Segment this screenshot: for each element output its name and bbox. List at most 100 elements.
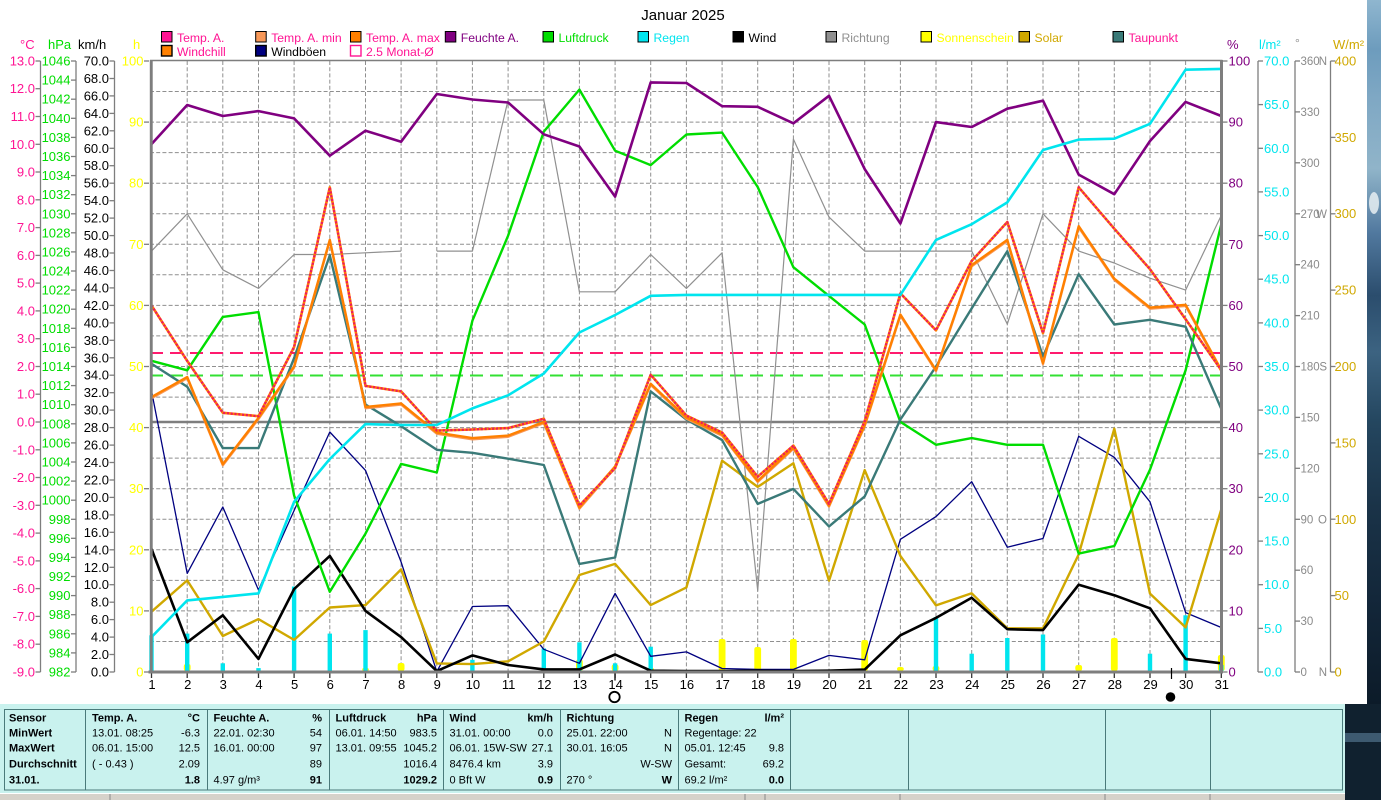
svg-text:200: 200 bbox=[1335, 359, 1357, 374]
svg-text:5.0: 5.0 bbox=[17, 276, 35, 291]
svg-text:990: 990 bbox=[49, 588, 71, 603]
svg-text:W: W bbox=[1316, 209, 1327, 221]
svg-text:22: 22 bbox=[894, 677, 908, 692]
svg-text:100: 100 bbox=[122, 54, 144, 69]
svg-text:5.0: 5.0 bbox=[1264, 621, 1282, 636]
svg-text:25.01. 22:00: 25.01. 22:00 bbox=[567, 728, 628, 740]
svg-text:1: 1 bbox=[148, 677, 155, 692]
svg-text:91: 91 bbox=[310, 775, 322, 787]
svg-text:l/m²: l/m² bbox=[1259, 37, 1281, 52]
svg-text:Taupunkt: Taupunkt bbox=[1129, 31, 1179, 45]
svg-text:W: W bbox=[662, 775, 673, 787]
svg-text:1020: 1020 bbox=[42, 302, 71, 317]
svg-text:29: 29 bbox=[1143, 677, 1157, 692]
svg-text:55.0: 55.0 bbox=[1264, 184, 1289, 199]
svg-text:Richtung: Richtung bbox=[567, 713, 615, 725]
svg-text:60: 60 bbox=[1229, 298, 1243, 313]
svg-text:-1.0: -1.0 bbox=[13, 442, 35, 457]
svg-text:30: 30 bbox=[1229, 481, 1243, 496]
svg-text:12.0: 12.0 bbox=[10, 81, 35, 96]
svg-text:52.0: 52.0 bbox=[84, 211, 109, 226]
svg-text:986: 986 bbox=[49, 626, 71, 641]
svg-text:64.0: 64.0 bbox=[84, 106, 109, 121]
svg-text:22.01. 02:30: 22.01. 02:30 bbox=[214, 728, 275, 740]
svg-text:16.01. 00:00: 16.01. 00:00 bbox=[214, 743, 275, 755]
svg-text:1026: 1026 bbox=[42, 244, 71, 259]
svg-text:4.97 g/m³: 4.97 g/m³ bbox=[214, 775, 261, 787]
svg-text:270: 270 bbox=[1301, 209, 1320, 221]
svg-text:%: % bbox=[1227, 37, 1239, 52]
svg-text:400: 400 bbox=[1335, 54, 1357, 69]
svg-text:50: 50 bbox=[129, 359, 143, 374]
svg-text:1034: 1034 bbox=[42, 168, 71, 183]
svg-text:Sonnenschein: Sonnenschein bbox=[937, 31, 1014, 45]
svg-text:350: 350 bbox=[1335, 130, 1357, 145]
svg-text:13: 13 bbox=[573, 677, 587, 692]
svg-text:30.0: 30.0 bbox=[84, 403, 109, 418]
svg-text:Windchill: Windchill bbox=[177, 45, 226, 59]
svg-text:Temp. A.: Temp. A. bbox=[177, 31, 224, 45]
svg-text:100: 100 bbox=[1229, 54, 1251, 69]
svg-text:44.0: 44.0 bbox=[84, 280, 109, 295]
svg-text:4.0: 4.0 bbox=[17, 303, 35, 318]
svg-text:06.01. 15W-SW: 06.01. 15W-SW bbox=[450, 743, 528, 755]
svg-text:7.0: 7.0 bbox=[17, 220, 35, 235]
svg-text:48.0: 48.0 bbox=[84, 246, 109, 261]
svg-text:3: 3 bbox=[220, 677, 227, 692]
svg-text:20: 20 bbox=[129, 542, 143, 557]
svg-text:54: 54 bbox=[310, 728, 322, 740]
svg-text:Feuchte A.: Feuchte A. bbox=[214, 713, 270, 725]
svg-text:54.0: 54.0 bbox=[84, 193, 109, 208]
svg-text:4: 4 bbox=[255, 677, 262, 692]
svg-text:8: 8 bbox=[398, 677, 405, 692]
svg-text:12.0: 12.0 bbox=[84, 560, 109, 575]
svg-text:3.0: 3.0 bbox=[17, 331, 35, 346]
svg-text:8.0: 8.0 bbox=[17, 192, 35, 207]
svg-text:983.5: 983.5 bbox=[409, 728, 437, 740]
svg-text:9.0: 9.0 bbox=[17, 165, 35, 180]
svg-text:N: N bbox=[664, 743, 672, 755]
svg-text:°: ° bbox=[1295, 36, 1300, 50]
svg-text:km/h: km/h bbox=[527, 713, 553, 725]
svg-text:12: 12 bbox=[537, 677, 551, 692]
svg-text:19: 19 bbox=[787, 677, 801, 692]
svg-text:-6.0: -6.0 bbox=[13, 581, 35, 596]
svg-text:250: 250 bbox=[1335, 283, 1357, 298]
svg-text:46.0: 46.0 bbox=[84, 263, 109, 278]
svg-text:1000: 1000 bbox=[42, 493, 71, 508]
svg-text:30.0: 30.0 bbox=[1264, 403, 1289, 418]
svg-text:1.0: 1.0 bbox=[17, 387, 35, 402]
svg-text:Luftdruck: Luftdruck bbox=[336, 713, 388, 725]
svg-text:W-SW: W-SW bbox=[640, 759, 672, 771]
svg-text:23: 23 bbox=[929, 677, 943, 692]
svg-text:58.0: 58.0 bbox=[84, 158, 109, 173]
svg-text:Sensor: Sensor bbox=[9, 713, 47, 725]
svg-text:36.0: 36.0 bbox=[84, 350, 109, 365]
svg-text:Richtung: Richtung bbox=[842, 31, 890, 45]
svg-text:65.0: 65.0 bbox=[1264, 97, 1289, 112]
svg-text:24: 24 bbox=[965, 677, 979, 692]
svg-text:70.0: 70.0 bbox=[84, 54, 109, 69]
svg-text:O: O bbox=[1318, 514, 1327, 526]
svg-text:26.0: 26.0 bbox=[84, 438, 109, 453]
svg-text:2.5 Monat-Ø: 2.5 Monat-Ø bbox=[366, 45, 434, 59]
svg-text:27: 27 bbox=[1072, 677, 1086, 692]
svg-text:90: 90 bbox=[129, 115, 143, 130]
svg-text:N: N bbox=[664, 728, 672, 740]
svg-text:18.0: 18.0 bbox=[84, 507, 109, 522]
svg-text:Regentage: 22: Regentage: 22 bbox=[685, 728, 757, 740]
svg-text:100: 100 bbox=[1335, 512, 1357, 527]
svg-text:80: 80 bbox=[1229, 176, 1243, 191]
svg-text:15.0: 15.0 bbox=[1264, 534, 1289, 549]
svg-text:26: 26 bbox=[1036, 677, 1050, 692]
svg-text:1018: 1018 bbox=[42, 321, 71, 336]
svg-text:18: 18 bbox=[751, 677, 765, 692]
svg-text:210: 210 bbox=[1301, 311, 1320, 323]
svg-text:14.0: 14.0 bbox=[84, 542, 109, 557]
svg-text:1012: 1012 bbox=[42, 378, 71, 393]
svg-text:120: 120 bbox=[1301, 463, 1320, 475]
svg-text:30: 30 bbox=[129, 481, 143, 496]
svg-text:32.0: 32.0 bbox=[84, 385, 109, 400]
svg-text:7: 7 bbox=[362, 677, 369, 692]
svg-text:0: 0 bbox=[136, 665, 143, 680]
